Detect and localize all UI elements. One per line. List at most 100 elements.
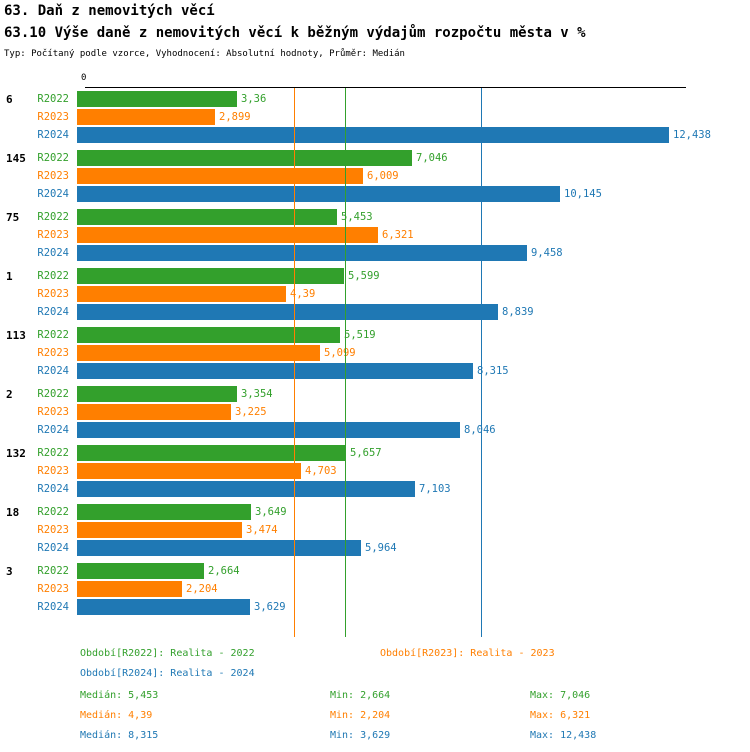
- bar-r2024: [77, 481, 415, 497]
- group-label: 132: [6, 447, 26, 460]
- series-label: R2024: [37, 601, 69, 613]
- series-label: R2023: [37, 111, 69, 123]
- bar-r2022: [77, 91, 237, 107]
- bar-row: R2023 3,474: [0, 522, 750, 538]
- bar-r2024: [77, 422, 460, 438]
- bar-r2023: [77, 345, 320, 361]
- bar-row: R2023 5,099: [0, 345, 750, 361]
- series-label: R2023: [37, 229, 69, 241]
- value-label: 7,046: [416, 152, 448, 164]
- bar-group: 2 R2022 3,354 R2023 3,225 R2024 8,046: [0, 386, 750, 438]
- group-label: 3: [6, 565, 13, 578]
- stat-max-r2023: Max: 6,321: [530, 710, 591, 721]
- group-label: 2: [6, 388, 13, 401]
- bar-r2022: [77, 504, 251, 520]
- bar-r2022: [77, 268, 344, 284]
- value-label: 5,453: [341, 211, 373, 223]
- bar-row: R2023 2,204: [0, 581, 750, 597]
- value-label: 4,703: [305, 465, 337, 477]
- bar-row: R2022 3,36: [0, 91, 750, 107]
- bar-group: 6 R2022 3,36 R2023 2,899 R2024 12,438: [0, 91, 750, 143]
- bar-row: R2022 5,599: [0, 268, 750, 284]
- bar-row: R2022 3,649: [0, 504, 750, 520]
- bar-row: R2023 4,39: [0, 286, 750, 302]
- bar-r2022: [77, 150, 412, 166]
- bar-r2022: [77, 386, 237, 402]
- value-label: 5,519: [344, 329, 376, 341]
- bar-row: R2024 10,145: [0, 186, 750, 202]
- group-label: 18: [6, 506, 20, 519]
- bar-group: 75 R2022 5,453 R2023 6,321 R2024 9,458: [0, 209, 750, 261]
- legend-item-r2023: Období[R2023]: Realita - 2023: [380, 648, 555, 659]
- bar-r2022: [77, 327, 340, 343]
- bar-row: R2023 6,321: [0, 227, 750, 243]
- series-label: R2023: [37, 583, 69, 595]
- bar-row: R2023 3,225: [0, 404, 750, 420]
- bar-group: 18 R2022 3,649 R2023 3,474 R2024 5,964: [0, 504, 750, 556]
- median-line-r2022: [345, 88, 346, 637]
- value-label: 3,649: [255, 506, 287, 518]
- series-label: R2022: [37, 211, 69, 223]
- series-label: R2023: [37, 347, 69, 359]
- legend-item-r2022: Období[R2022]: Realita - 2022: [80, 648, 255, 659]
- series-label: R2023: [37, 288, 69, 300]
- bar-r2024: [77, 245, 527, 261]
- stat-min-r2022: Min: 2,664: [330, 690, 391, 701]
- group-label: 145: [6, 152, 26, 165]
- bar-r2023: [77, 581, 182, 597]
- value-label: 3,474: [246, 524, 278, 536]
- bar-row: R2022 2,664: [0, 563, 750, 579]
- series-label: R2022: [37, 270, 69, 282]
- bar-r2023: [77, 463, 301, 479]
- series-label: R2023: [37, 170, 69, 182]
- series-label: R2024: [37, 483, 69, 495]
- bar-r2022: [77, 563, 204, 579]
- stat-median-r2024: Medián: 8,315: [80, 730, 159, 741]
- group-label: 75: [6, 211, 20, 224]
- value-label: 9,458: [531, 247, 563, 259]
- bar-row: R2023 4,703: [0, 463, 750, 479]
- report-title: 63. Daň z nemovitých věcí: [4, 3, 215, 19]
- bar-group: 132 R2022 5,657 R2023 4,703 R2024 7,103: [0, 445, 750, 497]
- value-label: 8,315: [477, 365, 509, 377]
- value-label: 3,354: [241, 388, 273, 400]
- bar-row: R2022 5,657: [0, 445, 750, 461]
- stat-min-r2023: Min: 2,204: [330, 710, 391, 721]
- group-label: 113: [6, 329, 26, 342]
- bar-row: R2024 8,839: [0, 304, 750, 320]
- bar-r2023: [77, 522, 242, 538]
- bar-row: R2022 3,354: [0, 386, 750, 402]
- bar-r2024: [77, 304, 498, 320]
- stat-max-r2024: Max: 12,438: [530, 730, 597, 741]
- bar-group: 3 R2022 2,664 R2023 2,204 R2024 3,629: [0, 563, 750, 615]
- series-label: R2022: [37, 506, 69, 518]
- value-label: 6,009: [367, 170, 399, 182]
- series-label: R2024: [37, 542, 69, 554]
- bar-row: R2023 6,009: [0, 168, 750, 184]
- bar-r2024: [77, 127, 669, 143]
- bar-r2024: [77, 599, 250, 615]
- value-label: 5,657: [350, 447, 382, 459]
- bar-row: R2024 7,103: [0, 481, 750, 497]
- series-label: R2022: [37, 388, 69, 400]
- report-subtitle: 63.10 Výše daně z nemovitých věcí k běžn…: [4, 25, 586, 41]
- bar-row: R2024 3,629: [0, 599, 750, 615]
- value-label: 8,046: [464, 424, 496, 436]
- legend-item-r2024: Období[R2024]: Realita - 2024: [80, 668, 255, 679]
- value-label: 3,225: [235, 406, 267, 418]
- series-label: R2024: [37, 188, 69, 200]
- stat-median-r2023: Medián: 4,39: [80, 710, 153, 721]
- value-label: 2,664: [208, 565, 240, 577]
- bar-row: R2024 9,458: [0, 245, 750, 261]
- value-label: 2,204: [186, 583, 218, 595]
- bar-group: 145 R2022 7,046 R2023 6,009 R2024 10,145: [0, 150, 750, 202]
- bar-r2022: [77, 445, 346, 461]
- series-label: R2023: [37, 465, 69, 477]
- bar-r2022: [77, 209, 337, 225]
- bar-r2024: [77, 540, 361, 556]
- series-label: R2023: [37, 406, 69, 418]
- median-line-r2023: [294, 88, 295, 637]
- stat-median-r2022: Medián: 5,453: [80, 690, 159, 701]
